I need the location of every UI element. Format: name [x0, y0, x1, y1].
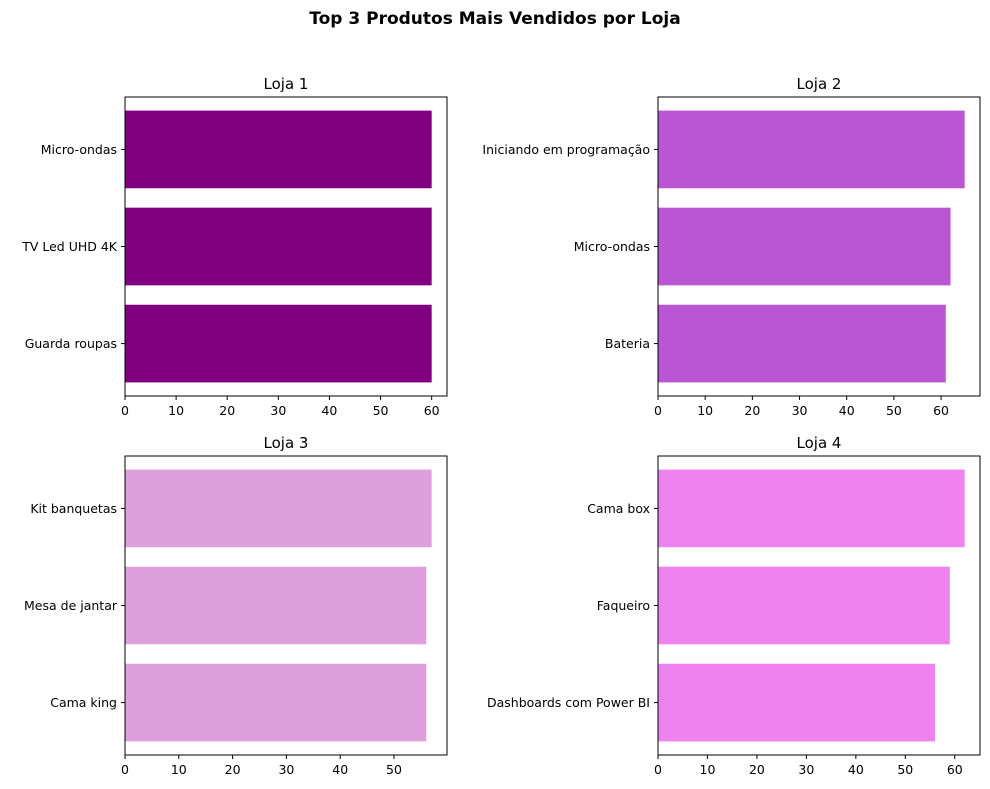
bar	[658, 469, 965, 548]
x-tick-label: 20	[225, 762, 241, 777]
x-tick-label: 50	[897, 762, 913, 777]
y-tick-label: Micro-ondas	[41, 142, 117, 157]
bar	[125, 207, 432, 286]
x-tick-label: 0	[121, 403, 129, 418]
x-tick-label: 10	[697, 403, 713, 418]
y-tick-label: TV Led UHD 4K	[21, 239, 118, 254]
x-tick-label: 40	[839, 403, 855, 418]
x-tick-label: 10	[168, 403, 184, 418]
x-tick-label: 0	[654, 403, 662, 418]
y-tick-label: Kit banquetas	[30, 501, 117, 516]
x-tick-label: 30	[792, 403, 808, 418]
chart-panel-4: Loja 4 Cama box Faqueiro Dashboards com Pow…	[487, 434, 981, 777]
y-tick-label: Guarda roupas	[25, 336, 117, 351]
y-tick-label: Iniciando em programação	[482, 142, 650, 157]
x-tick-label: 0	[121, 762, 129, 777]
x-tick-label: 60	[424, 403, 440, 418]
bar	[658, 663, 935, 742]
bar	[125, 110, 432, 189]
bar	[125, 566, 427, 645]
y-tick-label: Cama king	[50, 695, 117, 710]
bar	[658, 566, 950, 645]
x-tick-label: 50	[886, 403, 902, 418]
x-tick-label: 60	[947, 762, 963, 777]
x-tick-label: 40	[848, 762, 864, 777]
bar	[125, 469, 432, 548]
x-tick-label: 50	[373, 403, 389, 418]
x-tick-label: 30	[278, 762, 294, 777]
chart-title: Loja 4	[797, 434, 842, 452]
bar	[125, 663, 427, 742]
chart-panels: Loja 1 Micro-ondas TV Led UHD 4K Guarda rou…	[21, 75, 981, 777]
x-tick-label: 20	[744, 403, 760, 418]
y-tick-label: Mesa de jantar	[24, 598, 118, 613]
x-tick-label: 40	[321, 403, 337, 418]
y-tick-label: Micro-ondas	[574, 239, 650, 254]
bar	[125, 304, 432, 383]
chart-panel-3: Loja 3 Kit banquetas Mesa de jantar Cama ki…	[24, 434, 448, 777]
bar	[658, 207, 951, 286]
axes-frame	[657, 96, 981, 397]
chart-title: Loja 3	[264, 434, 309, 452]
axes-frame	[657, 455, 981, 756]
y-tick-label: Bateria	[605, 336, 650, 351]
y-tick-label: Cama box	[587, 501, 650, 516]
x-tick-label: 40	[332, 762, 348, 777]
chart-title: Loja 2	[797, 75, 842, 93]
y-tick-label: Dashboards com Power BI	[487, 695, 650, 710]
bar	[658, 304, 946, 383]
figure-title: Top 3 Produtos Mais Vendidos por Loja	[309, 9, 680, 29]
x-tick-label: 20	[749, 762, 765, 777]
x-tick-label: 20	[219, 403, 235, 418]
chart-panel-1: Loja 1 Micro-ondas TV Led UHD 4K Guarda rou…	[21, 75, 448, 418]
x-tick-label: 10	[700, 762, 716, 777]
x-tick-label: 30	[798, 762, 814, 777]
x-tick-label: 0	[654, 762, 662, 777]
x-tick-label: 10	[171, 762, 187, 777]
chart-title: Loja 1	[264, 75, 309, 93]
x-tick-label: 50	[386, 762, 402, 777]
y-tick-label: Faqueiro	[597, 598, 650, 613]
chart-panel-2: Loja 2 Iniciando em programação Micro-onda…	[482, 75, 981, 418]
x-tick-label: 30	[270, 403, 286, 418]
axes-frame	[124, 96, 448, 397]
bar	[658, 110, 965, 189]
x-tick-label: 60	[933, 403, 949, 418]
